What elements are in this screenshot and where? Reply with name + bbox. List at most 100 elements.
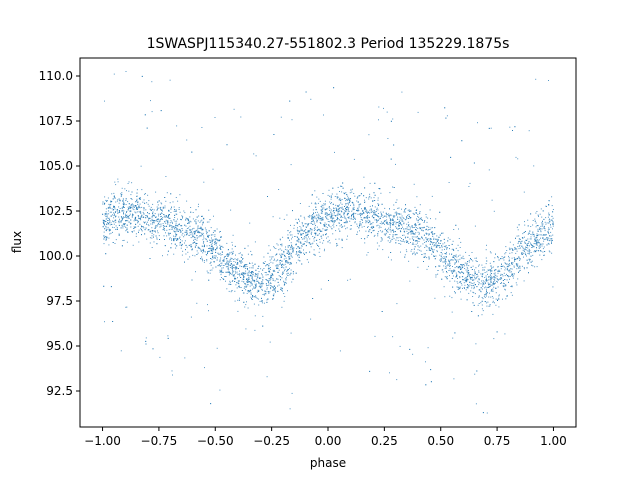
- scatter-point: [373, 212, 375, 214]
- scatter-point: [190, 245, 192, 247]
- scatter-point: [268, 263, 270, 265]
- scatter-point: [363, 176, 365, 178]
- scatter-point: [219, 261, 221, 262]
- scatter-point: [159, 226, 161, 228]
- scatter-point: [248, 275, 250, 277]
- scatter-point: [348, 207, 350, 209]
- scatter-point: [359, 230, 360, 232]
- scatter-point: [276, 267, 278, 269]
- scatter-point: [495, 253, 496, 255]
- scatter-point: [318, 215, 320, 216]
- scatter-point: [241, 261, 243, 263]
- scatter-point: [105, 216, 107, 217]
- scatter-point: [419, 228, 421, 230]
- scatter-point: [464, 265, 466, 267]
- scatter-point: [137, 201, 139, 203]
- scatter-point: [180, 225, 182, 227]
- scatter-point: [146, 238, 148, 240]
- scatter-point: [456, 260, 458, 262]
- scatter-point: [411, 233, 413, 235]
- scatter-point: [119, 208, 121, 209]
- scatter-point: [339, 225, 341, 227]
- scatter-point: [137, 222, 139, 224]
- scatter-point: [220, 237, 222, 238]
- scatter-point: [212, 251, 214, 253]
- scatter-point: [367, 219, 369, 221]
- scatter-point: [109, 233, 111, 235]
- scatter-point: [440, 259, 442, 261]
- scatter-point: [219, 389, 221, 391]
- scatter-point: [211, 243, 213, 245]
- scatter-point: [244, 272, 246, 274]
- scatter-point: [366, 236, 368, 238]
- scatter-point: [282, 254, 284, 256]
- scatter-point: [271, 273, 273, 275]
- scatter-point: [483, 269, 485, 271]
- scatter-point: [335, 207, 337, 209]
- scatter-point: [397, 207, 399, 209]
- scatter-point: [229, 259, 231, 261]
- scatter-point: [347, 214, 349, 216]
- scatter-point: [370, 197, 372, 199]
- scatter-point: [319, 230, 321, 232]
- scatter-point: [345, 203, 347, 204]
- scatter-point: [301, 234, 303, 236]
- scatter-point: [149, 242, 151, 244]
- scatter-point: [339, 230, 340, 232]
- scatter-point: [512, 277, 514, 279]
- scatter-point: [468, 275, 470, 277]
- scatter-point: [153, 221, 155, 223]
- scatter-point: [283, 250, 285, 252]
- scatter-point: [138, 216, 140, 218]
- scatter-point: [107, 222, 108, 224]
- scatter-point: [502, 275, 504, 277]
- scatter-point: [308, 216, 310, 218]
- scatter-point: [330, 216, 332, 218]
- scatter-point: [121, 192, 123, 194]
- scatter-point: [297, 255, 298, 257]
- scatter-point: [249, 290, 251, 292]
- scatter-point: [163, 227, 165, 229]
- scatter-point: [282, 273, 284, 274]
- scatter-point: [536, 225, 538, 226]
- scatter-point: [328, 225, 330, 227]
- scatter-point: [313, 249, 315, 251]
- scatter-point: [197, 206, 199, 208]
- scatter-point: [157, 204, 159, 206]
- scatter-point: [369, 212, 371, 214]
- scatter-point: [506, 273, 507, 275]
- scatter-point: [430, 249, 432, 251]
- scatter-point: [393, 144, 395, 146]
- scatter-point: [400, 228, 402, 230]
- scatter-point: [128, 190, 130, 192]
- scatter-point: [454, 255, 456, 257]
- scatter-point: [359, 203, 361, 205]
- scatter-point: [115, 228, 117, 230]
- scatter-point: [248, 278, 250, 280]
- scatter-point: [201, 229, 203, 231]
- scatter-point: [380, 211, 382, 213]
- scatter-point: [536, 211, 538, 212]
- scatter-point: [125, 230, 127, 232]
- scatter-point: [112, 242, 114, 243]
- scatter-point: [161, 212, 163, 214]
- scatter-point: [285, 261, 287, 263]
- scatter-point: [219, 252, 221, 254]
- scatter-point: [478, 264, 480, 266]
- scatter-point: [382, 216, 384, 218]
- scatter-point: [509, 264, 511, 266]
- scatter-point: [529, 245, 530, 247]
- scatter-point: [151, 233, 153, 234]
- scatter-point: [157, 223, 159, 225]
- scatter-point: [173, 230, 175, 232]
- scatter-point: [108, 237, 110, 239]
- scatter-point: [383, 107, 384, 109]
- scatter-point: [501, 266, 503, 267]
- scatter-point: [133, 220, 135, 222]
- scatter-point: [243, 287, 245, 289]
- scatter-point: [194, 255, 196, 257]
- scatter-point: [458, 261, 459, 263]
- scatter-point: [296, 262, 297, 264]
- scatter-point: [152, 219, 154, 221]
- scatter-point: [381, 237, 383, 239]
